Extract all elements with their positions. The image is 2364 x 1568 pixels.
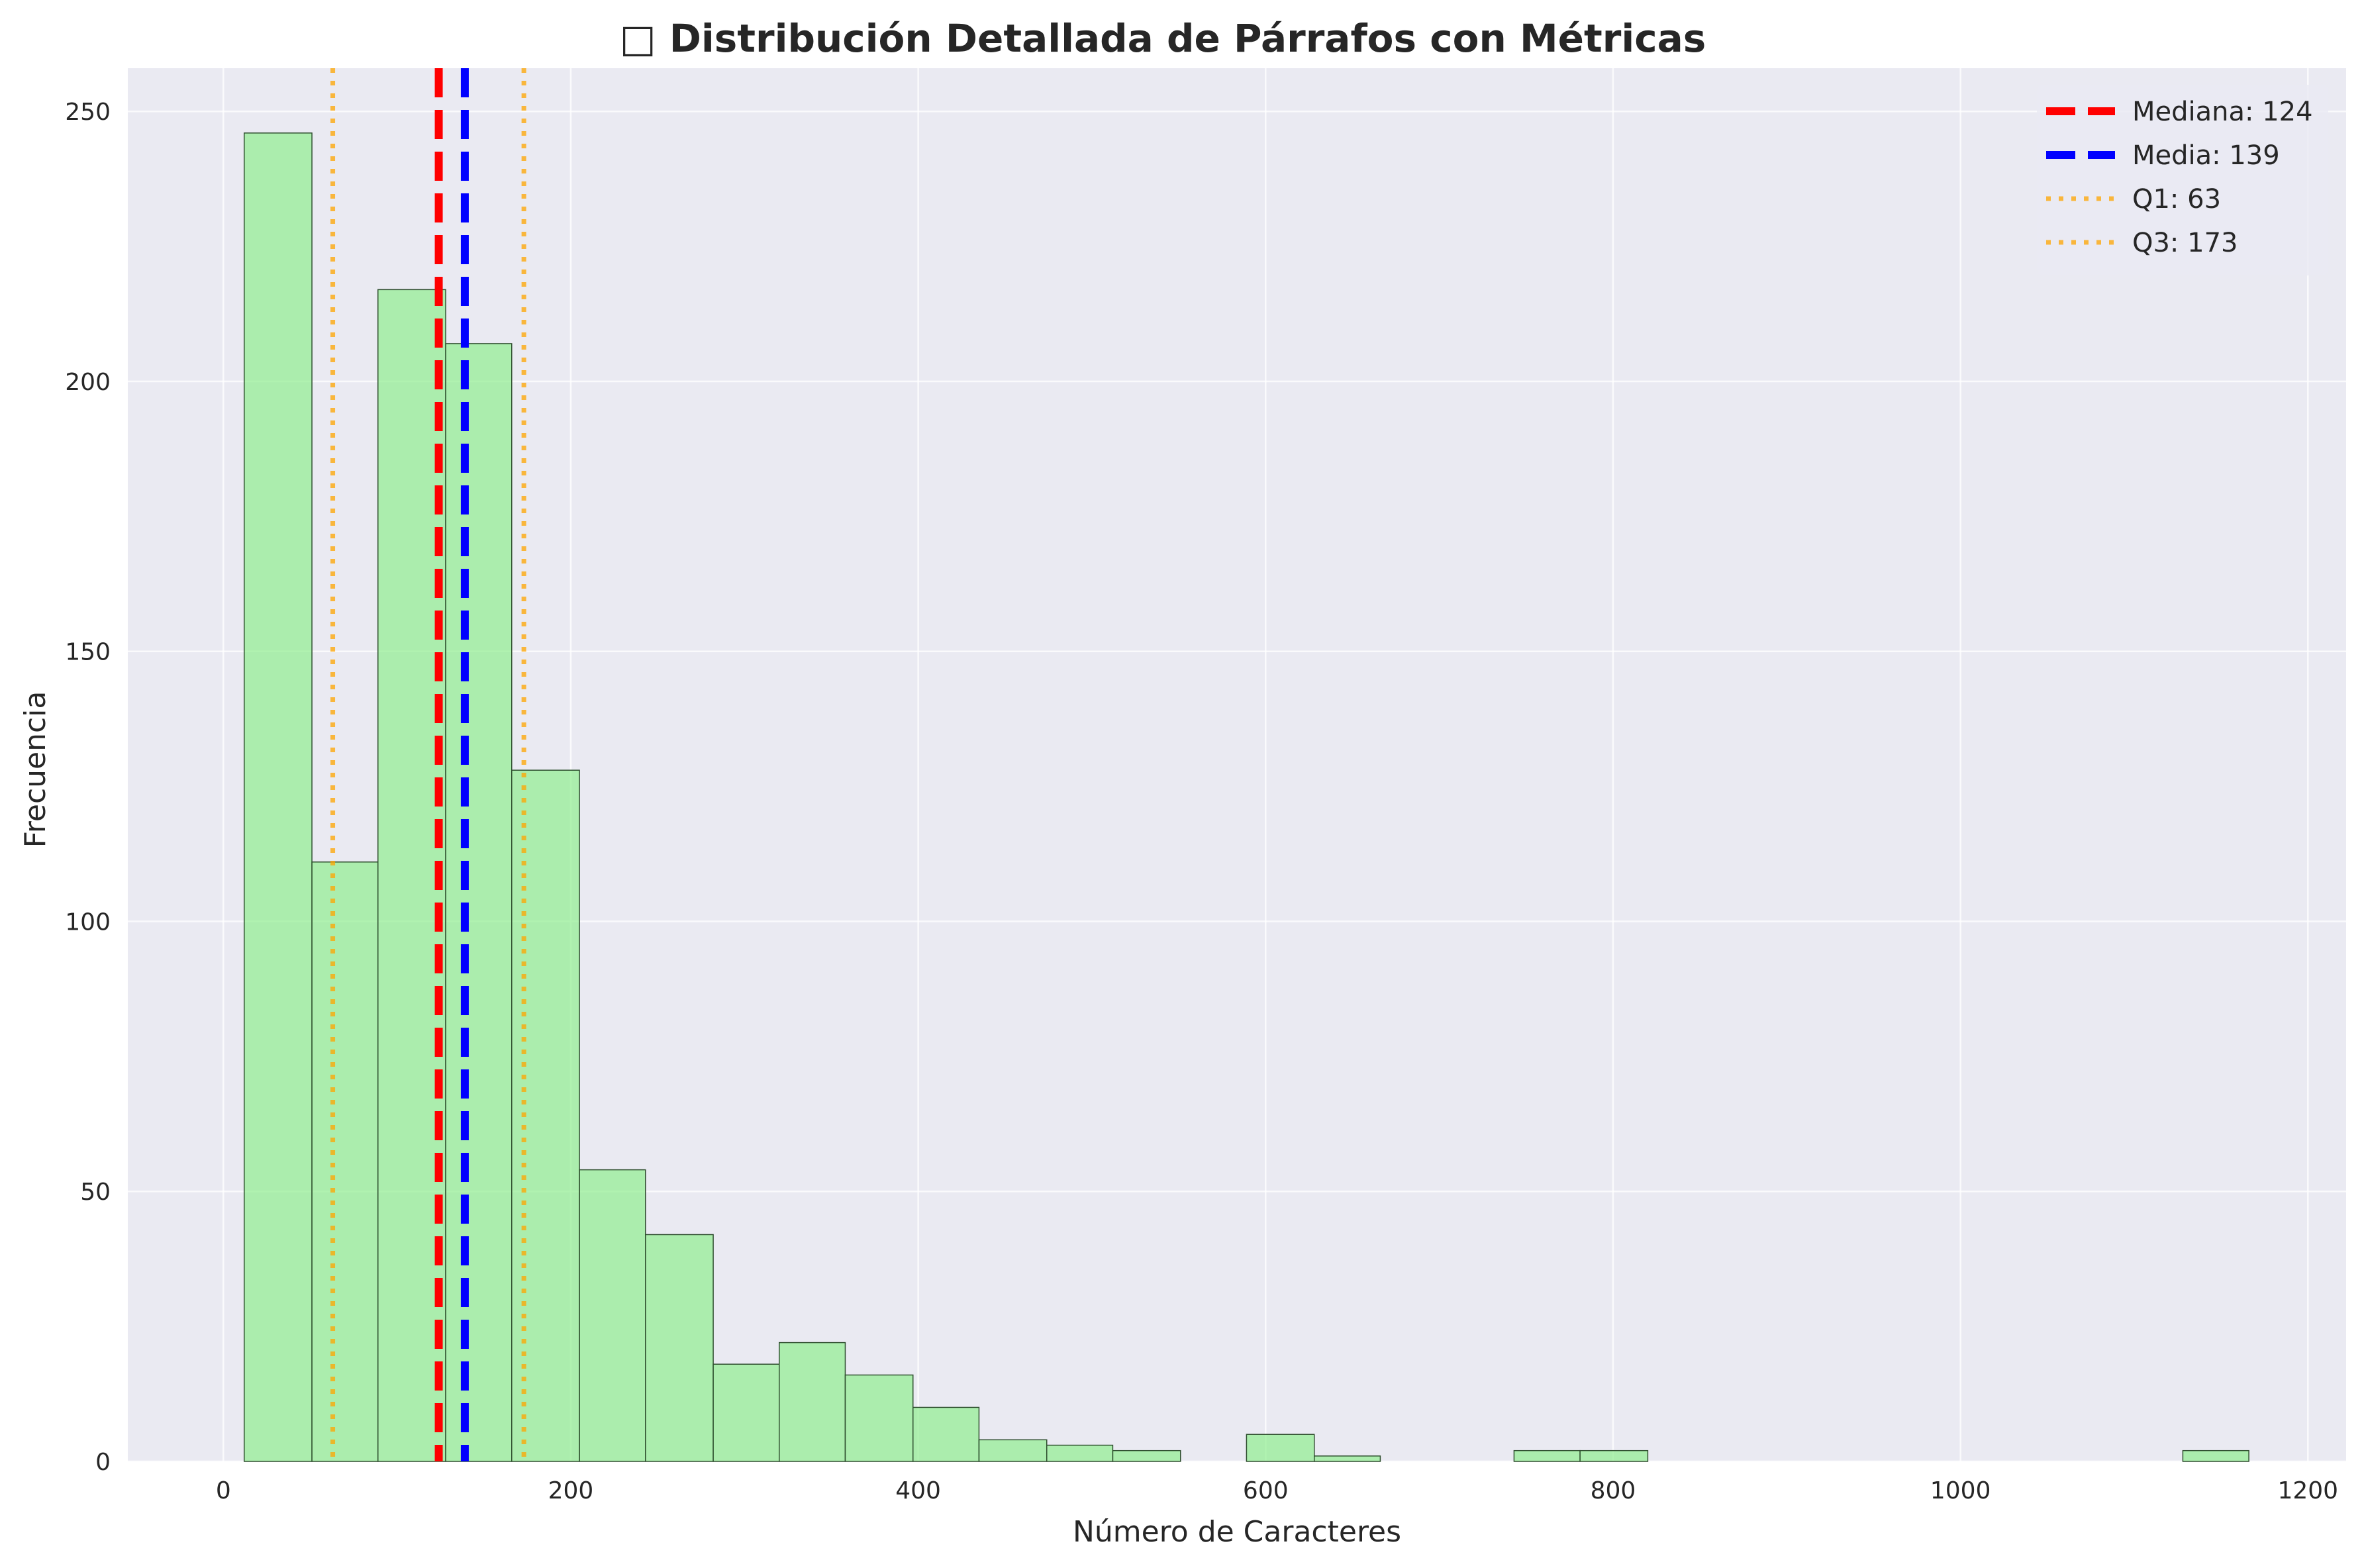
bars — [244, 132, 2249, 1462]
x-axis-ticks: 0 200 400 600 800 1000 1200 — [216, 1477, 2338, 1504]
y-tick-label: 150 — [65, 639, 111, 666]
histogram-bar — [445, 343, 513, 1462]
legend-entry-label: Q3: 173 — [2132, 228, 2238, 258]
histogram-bar — [713, 1363, 780, 1462]
x-tick-label: 400 — [895, 1477, 941, 1504]
x-tick-label: 800 — [1591, 1477, 1636, 1504]
x-tick-label: 1200 — [2277, 1477, 2338, 1504]
histogram-bar — [844, 1374, 914, 1462]
histogram-bar — [1579, 1449, 1649, 1462]
histogram-bar — [1112, 1449, 1181, 1462]
histogram-bar — [779, 1342, 846, 1462]
histogram-bar — [645, 1234, 714, 1462]
x-tick-label: 1000 — [1930, 1477, 1991, 1504]
histogram-bar — [1313, 1455, 1381, 1462]
legend-entry-label: Mediana: 124 — [2132, 97, 2313, 127]
y-tick-label: 200 — [65, 369, 111, 396]
legend-entry-label: Q1: 63 — [2132, 184, 2221, 215]
histogram-bar — [244, 132, 313, 1462]
reference-lines — [330, 68, 526, 1461]
histogram-bar — [579, 1169, 646, 1462]
x-tick-label: 600 — [1243, 1477, 1289, 1504]
legend-box — [2037, 85, 2328, 275]
legend-entry-label: Media: 139 — [2132, 140, 2280, 171]
histogram-bar — [311, 861, 379, 1462]
histogram-bar — [1046, 1444, 1114, 1462]
histogram-bar — [912, 1406, 980, 1462]
y-tick-label: 100 — [65, 908, 111, 936]
x-tick-label: 200 — [548, 1477, 594, 1504]
grid — [128, 68, 2346, 1463]
y-axis-label: Frecuencia — [19, 691, 52, 848]
histogram-bar — [377, 289, 446, 1462]
legend: Mediana: 124 Media: 139 Q1: 63 Q3: 173 — [2037, 85, 2328, 275]
y-tick-label: 250 — [65, 99, 111, 126]
y-tick-label: 50 — [80, 1179, 111, 1206]
y-tick-label: 0 — [95, 1449, 111, 1476]
y-axis-ticks: 0 50 100 150 200 250 — [65, 99, 111, 1476]
histogram-bar — [1246, 1434, 1315, 1462]
x-axis-label: Número de Caracteres — [1073, 1515, 1401, 1549]
chart-title: □ Distribución Detallada de Párrafos con… — [620, 16, 1706, 61]
histogram-bar — [978, 1439, 1048, 1462]
histogram-bar — [1513, 1449, 1581, 1462]
histogram-bar — [2182, 1449, 2249, 1462]
x-tick-label: 0 — [216, 1477, 231, 1504]
